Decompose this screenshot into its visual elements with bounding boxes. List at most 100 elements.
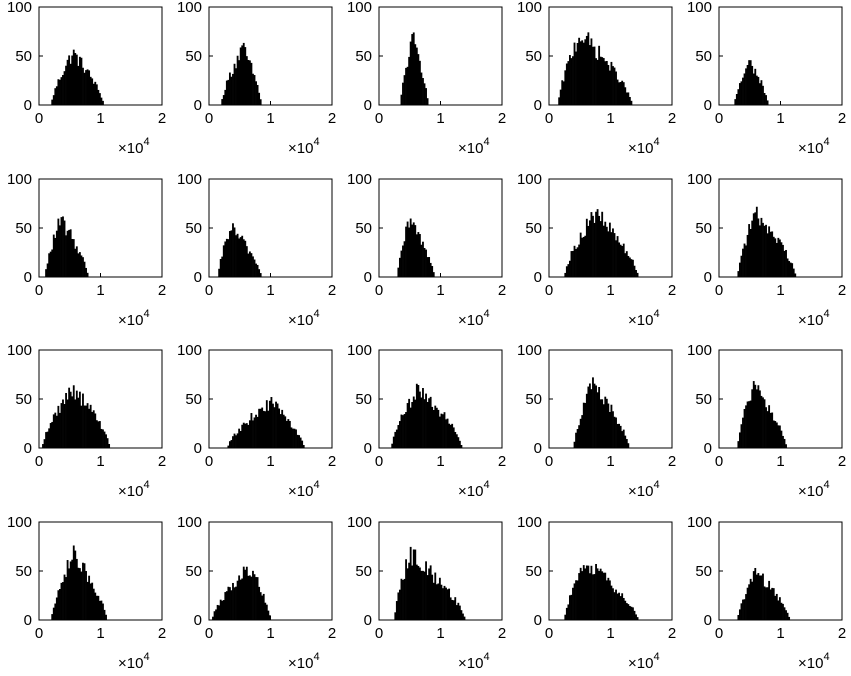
histogram-bar [742, 417, 744, 448]
histogram-bar [102, 603, 104, 620]
histogram-bar [89, 404, 92, 448]
histogram-bar [106, 438, 109, 448]
x-tick-label: 1 [606, 110, 614, 127]
histogram-bar [743, 73, 746, 105]
histogram-bar [452, 427, 455, 448]
x-tick-label: 0 [545, 282, 553, 299]
histogram-bar [749, 400, 752, 448]
histogram-bar [235, 235, 237, 277]
histogram-bar [256, 416, 259, 448]
histogram-bar [604, 61, 607, 105]
y-tick-label: 50 [15, 391, 32, 408]
x-tick-label: 0 [205, 110, 213, 127]
histogram-bar [740, 255, 743, 277]
histogram-bar [746, 587, 749, 620]
histogram-bar [400, 578, 403, 620]
histogram-bar [425, 249, 427, 277]
histogram-bar [636, 617, 639, 620]
histogram-bar [593, 383, 596, 448]
histogram-bar [735, 94, 738, 105]
histogram-bar [752, 381, 755, 448]
histogram-bar [780, 242, 783, 277]
histogram-bar [74, 248, 77, 277]
histogram-bar [423, 247, 426, 277]
x-tick-label: 0 [375, 282, 383, 299]
histogram-bar [302, 445, 305, 448]
histogram-bar [82, 393, 84, 448]
histogram-bar [262, 593, 265, 620]
histogram-bar [777, 600, 780, 620]
histogram-bar [55, 415, 58, 448]
histogram-bar [605, 226, 608, 277]
histogram-bar [63, 574, 66, 620]
histogram-bar [766, 233, 769, 277]
histogram-bar [55, 86, 58, 105]
histogram-panel-3: 0 1 2 0 50 100 ×104 [347, 0, 506, 157]
y-tick-label: 100 [687, 171, 712, 188]
histogram-bar [757, 76, 760, 105]
histogram-bar [397, 425, 400, 448]
y-tick-label: 100 [687, 342, 712, 359]
x-multiplier: ×104 [798, 136, 830, 157]
histogram-bar [85, 267, 87, 277]
histogram-bar [91, 582, 94, 620]
histogram-bar [604, 396, 607, 448]
histogram-bar [581, 237, 584, 277]
histogram-bar [431, 406, 434, 448]
histogram-bar [448, 588, 451, 620]
histogram-bar [590, 38, 593, 105]
histogram-bar [86, 403, 89, 448]
histogram-bar [411, 34, 414, 105]
histogram-bar [742, 248, 744, 277]
y-tick-label: 100 [517, 342, 542, 359]
histogram-bar [225, 591, 228, 620]
y-tick-label: 50 [355, 48, 372, 65]
histogram-bar [463, 616, 466, 620]
histogram-bar [267, 610, 270, 620]
histogram-bar [80, 571, 83, 620]
x-tick-label: 1 [606, 453, 614, 470]
histogram-bar [86, 272, 89, 277]
histogram-bar [786, 612, 789, 620]
histogram-bar [417, 565, 420, 620]
histogram-bar [624, 87, 627, 105]
y-tick-label: 0 [24, 97, 32, 114]
histogram-bar [581, 571, 584, 620]
histogram-bar [259, 99, 262, 105]
histogram-bar [449, 424, 452, 448]
histogram-bar [588, 220, 591, 277]
x-tick-label: 0 [375, 110, 383, 127]
histogram-bar [757, 385, 760, 448]
histogram-bar [406, 568, 409, 620]
histogram-bar [752, 213, 755, 277]
histogram-bar [751, 65, 754, 105]
x-tick-label: 1 [606, 282, 614, 299]
histogram-bar [585, 393, 588, 448]
histogram-bar [755, 574, 758, 620]
histogram-bar [745, 405, 747, 448]
histogram-bar [63, 220, 66, 277]
y-tick-label: 100 [517, 514, 542, 531]
histogram-bar [78, 568, 81, 620]
histogram-bar [432, 582, 435, 620]
x-tick-label: 0 [545, 625, 553, 642]
histogram-panel-6: 0 1 2 0 50 100 ×104 [7, 171, 166, 329]
histogram-bar [244, 240, 247, 277]
histogram-bar [745, 68, 747, 105]
histogram-bar [46, 263, 49, 277]
histogram-bar [71, 559, 74, 620]
histogram-bar [440, 584, 443, 620]
histogram-bar [558, 97, 561, 105]
histogram-bar [738, 432, 741, 448]
histogram-bar [224, 592, 227, 620]
histogram-bar [588, 383, 591, 448]
histogram-bar [409, 407, 412, 448]
histogram-bar [763, 586, 766, 620]
histogram-bar [592, 46, 594, 105]
histogram-bar [445, 419, 447, 448]
histogram-bar [402, 415, 404, 448]
histogram-bar [55, 230, 58, 277]
histogram-bar [578, 573, 581, 620]
histogram-bar [288, 420, 291, 448]
